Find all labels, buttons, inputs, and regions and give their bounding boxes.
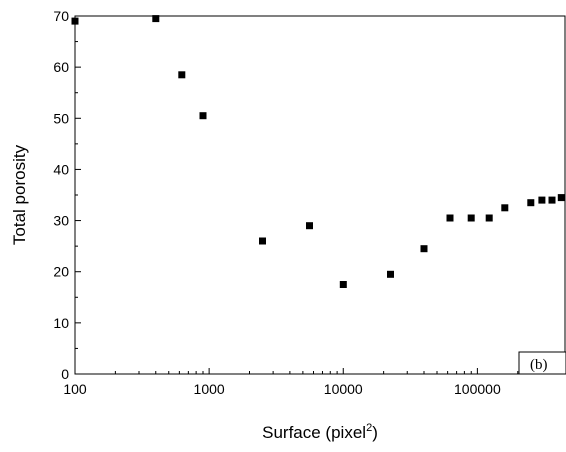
y-tick-label: 50 xyxy=(53,110,69,126)
x-axis-title: Surface (pixel2) xyxy=(262,422,378,442)
y-tick-label: 70 xyxy=(53,8,69,24)
data-point xyxy=(306,222,313,230)
x-axis-title-suffix: ) xyxy=(372,423,378,442)
data-point xyxy=(71,17,79,25)
y-tick-label: 40 xyxy=(53,161,69,177)
data-point xyxy=(485,214,493,222)
y-tick-label: 20 xyxy=(53,264,69,280)
panel-label-frame xyxy=(518,351,566,375)
data-point xyxy=(446,214,454,222)
data-point xyxy=(420,245,428,253)
data-point xyxy=(467,214,475,222)
data-point xyxy=(339,281,347,288)
data-point xyxy=(178,71,186,79)
data-point xyxy=(259,237,266,245)
x-axis-ticks: 100 1000 10000 100000 xyxy=(63,368,559,397)
data-point xyxy=(152,15,160,23)
y-tick-label: 60 xyxy=(53,59,69,75)
y-tick-label: 30 xyxy=(53,213,69,229)
y-tick-label: 0 xyxy=(61,366,69,382)
x-tick-label: 100 xyxy=(63,381,87,397)
data-point xyxy=(199,112,207,120)
y-axis-title: Total porosity xyxy=(10,144,29,245)
x-axis-title-superscript: 2 xyxy=(366,422,372,434)
data-point xyxy=(557,194,565,202)
data-point xyxy=(527,199,535,207)
panel-label-box: (b) xyxy=(518,351,566,375)
x-axis-title-main: Surface (pixel xyxy=(262,423,366,442)
plot-frame xyxy=(74,15,566,375)
data-points xyxy=(71,15,565,288)
y-tick-label: 10 xyxy=(53,315,69,331)
x-tick-label: 1000 xyxy=(194,381,225,397)
data-point xyxy=(538,196,546,204)
x-tick-label: 10000 xyxy=(324,381,363,397)
data-point xyxy=(548,196,556,204)
data-point xyxy=(501,204,509,212)
panel-label: (b) xyxy=(530,357,548,373)
data-point xyxy=(387,270,394,278)
x-tick-label: 100000 xyxy=(454,381,501,397)
y-axis-ticks: 0 10 20 30 40 50 60 70 xyxy=(53,8,81,382)
